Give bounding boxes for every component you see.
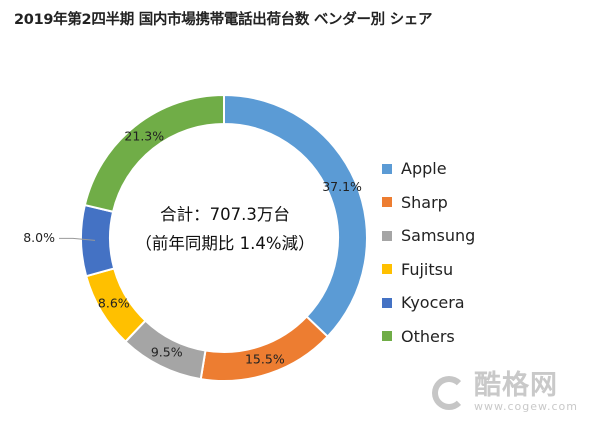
watermark-brand: 酷格网 xyxy=(474,370,558,401)
legend-swatch-fujitsu xyxy=(382,264,392,275)
slice-kyocera xyxy=(80,203,116,278)
legend-item-sharp: Sharp xyxy=(382,186,475,220)
legend-label-kyocera: Kyocera xyxy=(401,293,465,313)
data-label-kyocera: 8.0% xyxy=(23,230,55,245)
legend-label-others: Others xyxy=(401,326,455,346)
legend-item-fujitsu: Fujitsu xyxy=(382,253,475,287)
legend-item-kyocera: Kyocera xyxy=(382,286,475,320)
legend-item-samsung: Samsung xyxy=(382,219,475,253)
legend: Apple Sharp Samsung Fujitsu Kyocera Others xyxy=(382,152,475,353)
slice-sharp xyxy=(199,315,330,382)
data-label-samsung: 9.5% xyxy=(151,345,183,360)
data-label-sharp: 15.5% xyxy=(245,351,285,366)
data-label-apple: 37.1% xyxy=(322,179,362,194)
legend-swatch-apple xyxy=(382,163,392,174)
data-label-others: 21.3% xyxy=(124,129,164,144)
legend-label-samsung: Samsung xyxy=(401,226,476,246)
legend-item-apple: Apple xyxy=(382,152,475,186)
legend-item-others: Others xyxy=(382,320,475,354)
slice-others xyxy=(83,93,225,213)
leader-line-kyocera xyxy=(59,237,96,241)
data-label-fujitsu: 8.6% xyxy=(98,296,130,311)
watermark-url: www.cogew.com xyxy=(474,400,578,413)
legend-swatch-samsung xyxy=(382,230,392,241)
legend-swatch-kyocera xyxy=(382,297,392,308)
legend-label-sharp: Sharp xyxy=(401,192,448,212)
watermark: 酷格网 www.cogew.com xyxy=(432,372,578,413)
chart-title: 2019年第2四半期 国内市場携帯電話出荷台数 ベンダー別 シェア xyxy=(14,12,433,28)
legend-swatch-others xyxy=(382,331,392,342)
yoy-change-label: （前年同期比 1.4%減） xyxy=(135,234,315,253)
total-label: 合計：707.3万台 xyxy=(160,205,290,224)
legend-label-apple: Apple xyxy=(401,159,447,179)
legend-swatch-sharp xyxy=(382,197,392,208)
legend-label-fujitsu: Fujitsu xyxy=(401,259,454,279)
watermark-logo-icon xyxy=(432,375,466,410)
